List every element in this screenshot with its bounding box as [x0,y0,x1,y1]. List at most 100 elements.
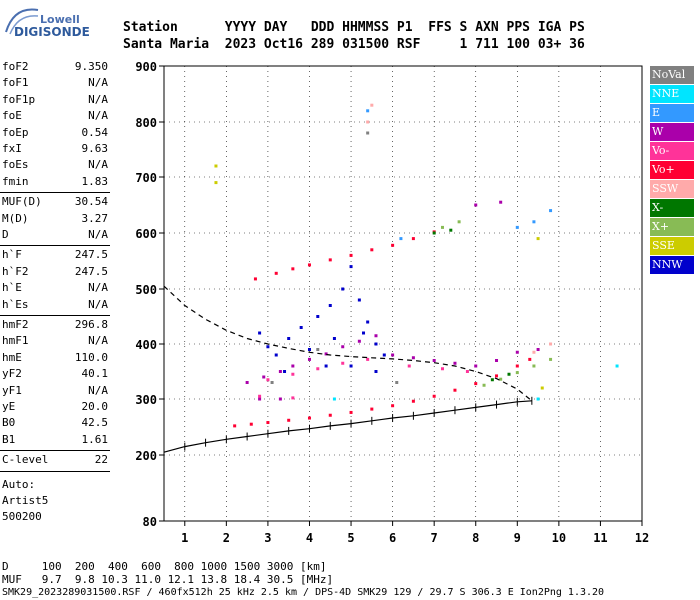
param-row: foF2 9.350 [2,60,108,74]
param-value: N/A [88,158,108,172]
echo-point-vo- [291,372,295,376]
echo-point-w [391,353,395,357]
echo-point-w [499,200,503,204]
echo-point-w [411,356,415,360]
plot-grid [164,66,642,521]
echo-point-vo- [391,243,395,247]
y-tick-label: 800 [135,116,157,130]
echo-point-w [474,203,478,207]
param-name: B1 [2,432,16,446]
electron-density-profile-line [163,400,532,453]
param-name: C-level [2,453,49,467]
param-name: yF1 [2,383,22,397]
param-name: fxI [2,142,22,155]
echo-point-x- [482,383,486,387]
param-row: hmE 110.0 [2,351,108,365]
param-row: h`F 247.5 [2,248,108,262]
param-row: B1 1.61 [2,433,108,447]
param-value: 247.5 [74,248,108,262]
echo-point-vo- [349,253,353,257]
topside-profile-dashed-line [163,285,533,402]
echo-point-ssw [532,350,536,354]
echo-point-vo- [411,237,415,241]
echo-point-nnw [258,331,262,335]
echo-point-noval [395,381,399,384]
param-row: foF1p N/A [2,93,108,107]
x-tick-label: 1 [181,531,188,545]
param-name: h`E [2,281,22,295]
echo-point-vo- [266,421,270,425]
x-tick-label: 10 [552,531,566,545]
echo-point-vo- [287,418,291,422]
echo-point-w [291,364,295,368]
header-row-values: Santa Maria 2023 Oct16 289 031500 RSF 1 … [123,37,585,52]
param-value: 9.63 [81,142,109,155]
param-separator [0,192,110,194]
param-row: MUF(D) 30.54 [2,195,108,209]
param-name: D [2,228,9,241]
param-row: foE N/A [2,109,108,123]
echo-point-e [515,225,519,229]
echo-point-w [474,364,478,368]
echo-point-nnw [332,337,336,340]
legend-item-w: W [650,123,694,141]
param-value: N/A [88,228,108,241]
x-tick-label: 6 [389,531,396,545]
echo-point-vo- [316,367,320,371]
param-value: 30.54 [74,195,108,209]
echo-point-vo- [349,410,353,414]
param-row: foEp 0.54 [2,126,108,140]
axis-ticks: 1 2 3 4 5 6 7 8 9 10 11 128020030040050060070080090… [135,60,649,545]
echo-point-w [324,352,328,356]
echo-point-x- [457,220,461,224]
echo-point-vo- [307,416,311,420]
autoscaling-note: Auto: [2,477,36,491]
param-row: B0 42.5 [2,416,108,430]
echo-point-sse [536,237,540,241]
echo-point-nnw [374,342,378,346]
x-tick-label: 8 [472,531,479,545]
x-tick-label: 12 [635,531,649,545]
echo-point-w [278,370,282,373]
echo-point-sse [214,164,218,168]
param-name: MUF(D) [2,195,42,209]
echo-point-vo- [328,413,332,417]
param-name: B0 [2,416,16,430]
param-row: h`E N/A [2,281,108,295]
echo-point-vo- [370,248,374,252]
echo-point-vo- [266,378,270,382]
param-name: foF1 [2,76,29,90]
legend-item-ssw: SSW [650,180,694,198]
echo-point-e [399,237,403,241]
echo-point-nnw [366,320,370,324]
echo-point-ssw [366,120,370,124]
echo-point-noval [316,348,320,351]
echo-point-noval [270,381,274,384]
echo-point-w [536,348,540,351]
x-tick-label: 2 [223,531,230,545]
echo-point-sse [214,181,218,185]
y-tick-label: 300 [135,393,157,407]
echo-point-nnw [349,265,353,269]
echo-point-vo- [249,422,253,426]
echo-point-vo- [366,357,370,361]
legend-item-noval: NoVal [650,66,694,84]
footer-file-info: SMK29_2023289031500.RSF / 460fx512h 25 k… [2,587,605,598]
param-row: foF1 N/A [2,76,108,90]
echo-point-ssw [370,103,374,107]
echo-point-w [278,397,282,401]
param-name: hmE [2,350,22,364]
param-value: N/A [88,383,108,397]
echo-point-nne [536,397,540,401]
echo-point-vo- [440,367,444,371]
echo-point-nnw [316,315,320,318]
param-value: 20.0 [81,400,109,413]
echo-point-nnw [328,304,332,307]
echo-point-ssw [549,342,553,346]
echo-point-x- [532,364,536,368]
param-name: fmin [2,174,29,188]
param-row: h`F2 247.5 [2,265,108,279]
y-tick-label: 200 [135,449,157,463]
echo-point-nnw [341,287,345,291]
y-tick-label: 900 [135,60,157,74]
